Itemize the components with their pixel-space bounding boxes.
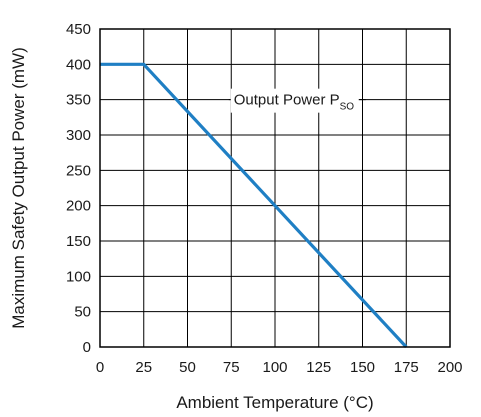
series-line-0	[100, 62, 408, 349]
x-tick-label: 125	[306, 359, 331, 376]
x-tick-label: 150	[350, 359, 375, 376]
y-tick-label: 300	[66, 127, 91, 144]
y-tick-label: 150	[66, 233, 91, 250]
x-tick-label: 100	[262, 359, 287, 376]
plot-frame	[99, 28, 451, 348]
y-tick-label: 400	[66, 56, 91, 73]
x-axis-ticks: 0 25 50 75 100 125 150 175 200	[96, 359, 463, 376]
series	[100, 62, 408, 349]
annotation: Output Power PSO	[228, 88, 366, 113]
y-tick-label: 350	[66, 92, 91, 109]
annotation-background	[230, 88, 359, 113]
annotation-subscript: SO	[340, 102, 355, 113]
x-tick-label: 25	[135, 359, 152, 376]
y-tick-label: 50	[74, 304, 91, 321]
y-tick-label: 250	[66, 162, 91, 179]
x-axis-title: Ambient Temperature (°C)	[176, 393, 373, 412]
y-axis-ticks: 0 50 100 150 200 250 300 350 400 450	[66, 21, 91, 356]
y-tick-label: 100	[66, 268, 91, 285]
x-tick-label: 75	[223, 359, 240, 376]
x-tick-label: 50	[179, 359, 196, 376]
y-axis-title: Maximum Safety Output Power (mW)	[9, 47, 28, 329]
annotation-main-text: Output Power P	[234, 92, 340, 109]
y-tick-label: 0	[83, 339, 91, 356]
x-tick-label: 0	[96, 359, 104, 376]
annotation-label: Output Power PSO	[234, 92, 355, 113]
y-tick-label: 200	[66, 198, 91, 215]
y-tick-label: 450	[66, 21, 91, 38]
x-tick-label: 200	[437, 359, 462, 376]
x-tick-label: 175	[394, 359, 419, 376]
grid	[100, 29, 450, 347]
